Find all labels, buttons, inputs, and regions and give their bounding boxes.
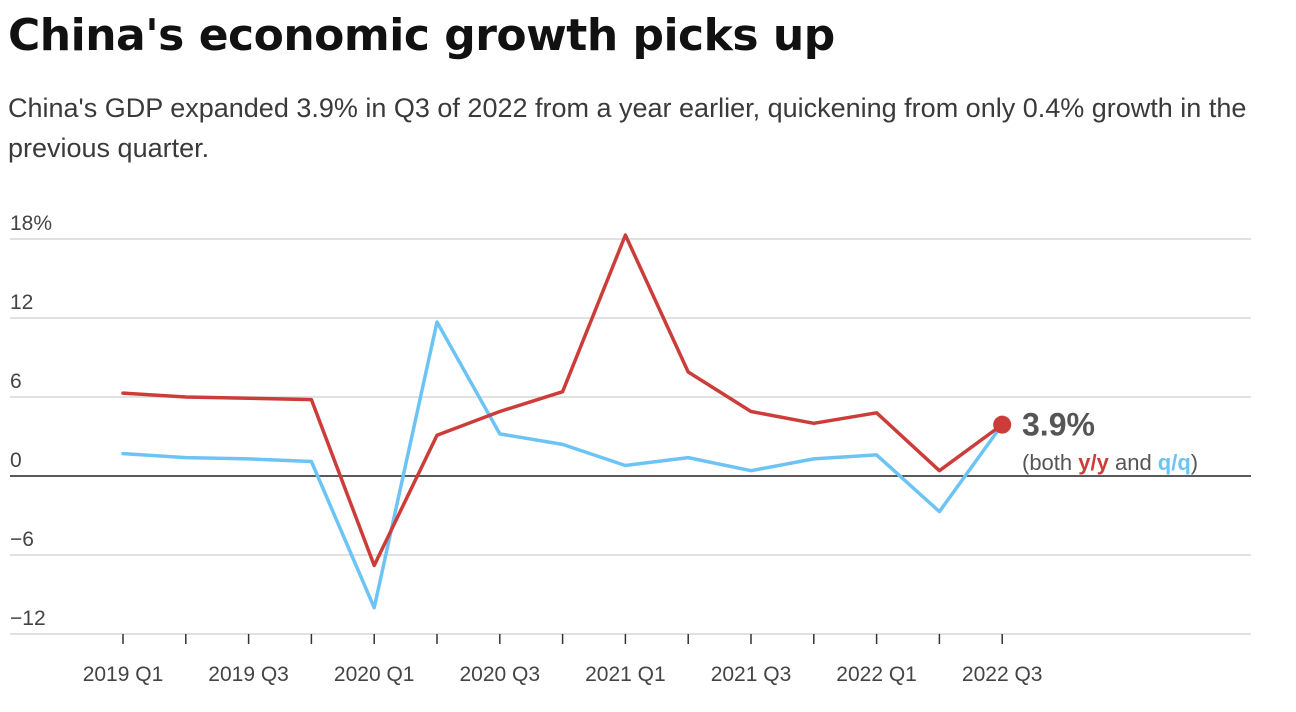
y-tick-label: −12	[10, 607, 46, 630]
annotation-qq-label: q/q	[1158, 450, 1191, 475]
series-line-qq	[121, 320, 1004, 610]
y-tick-label: −6	[10, 528, 34, 551]
x-tick-label: 2022 Q3	[962, 663, 1043, 686]
x-tick-label: 2019 Q3	[208, 663, 289, 686]
annotation-text: (both	[1022, 450, 1078, 475]
y-tick-label: 6	[10, 370, 22, 393]
y-tick-label: 12	[10, 291, 33, 314]
x-tick-label: 2020 Q1	[334, 663, 415, 686]
annotation-value: 3.9%	[1022, 407, 1095, 443]
y-tick-label: 18%	[10, 212, 52, 235]
end-point-marker	[993, 415, 1012, 434]
x-tick-label: 2022 Q1	[836, 663, 917, 686]
chart-title: China's economic growth picks up	[8, 10, 835, 61]
x-tick-label: 2021 Q3	[711, 663, 792, 686]
y-tick-label: 0	[10, 449, 22, 472]
annotation-note: (both y/y and q/q)	[1022, 450, 1198, 475]
annotation-text: )	[1191, 450, 1198, 475]
annotation-text: and	[1109, 450, 1158, 475]
annotation-yy-label: y/y	[1078, 450, 1109, 475]
series-line-yy	[121, 233, 1004, 568]
x-tick-label: 2019 Q1	[83, 663, 164, 686]
x-tick-label: 2020 Q3	[460, 663, 541, 686]
chart-subtitle: China's GDP expanded 3.9% in Q3 of 2022 …	[8, 93, 1247, 163]
x-tick-label: 2021 Q1	[585, 663, 666, 686]
